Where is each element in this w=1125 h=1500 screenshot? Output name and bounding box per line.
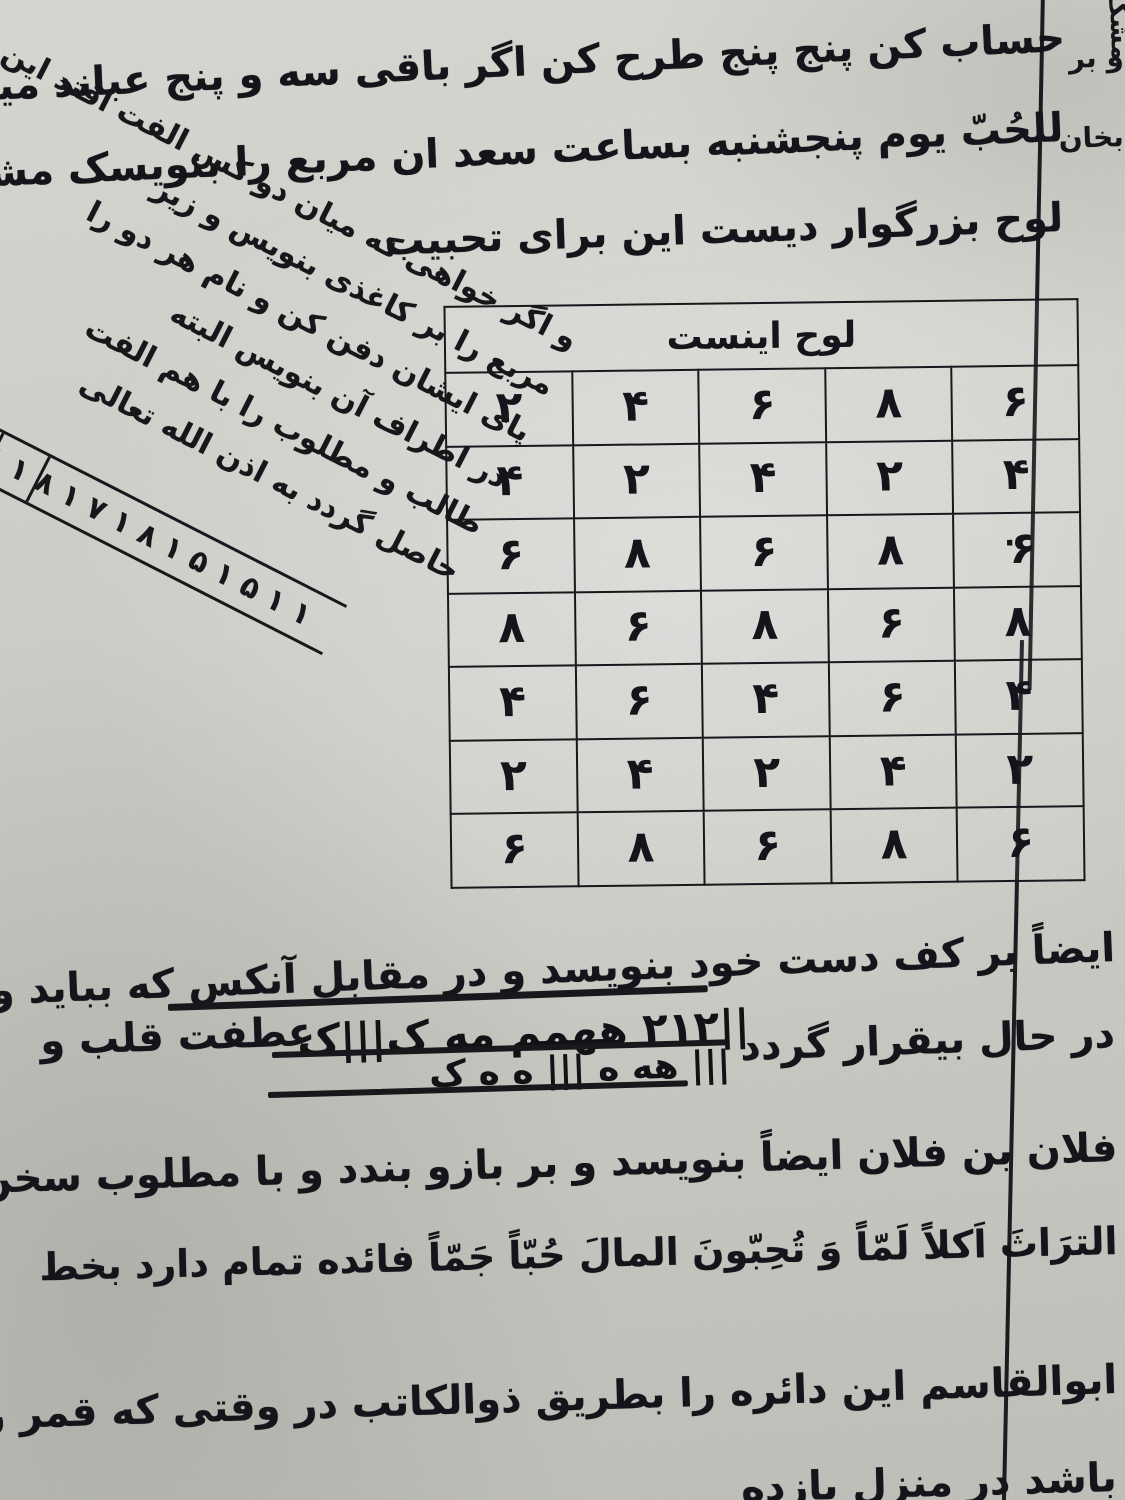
cell-r1-c2: ۴: [699, 441, 827, 517]
cell-r3-c3: ۶: [574, 590, 703, 666]
cell-r0-c0: ۶: [951, 365, 1080, 441]
cell-r3-c2: ۸: [701, 588, 829, 665]
cell-r1-c3: ۲: [572, 443, 701, 519]
cell-r4-c4: ۴: [448, 665, 577, 741]
cell-r2-c2: ۶: [700, 515, 828, 591]
table-row: ۶ ۸ ۶ ۸ ۶: [450, 806, 1085, 888]
table-row: ۴ ۶ ۴ ۶ ۴: [448, 659, 1083, 741]
cell-r6-c0: ۶: [957, 806, 1085, 882]
cell-r2-c1: ۸: [826, 513, 955, 589]
text-line-3-table-caption: لوح بزرگوار دیست این برای تحبیب: [383, 195, 1064, 265]
cell-r6-c1: ۸: [830, 808, 958, 884]
text-line-8-quran: الترَاثَ اَكلاً لَمّاً وَ تُحِبّونَ الما…: [38, 1219, 1118, 1290]
cell-r5-c0: ۲: [956, 732, 1084, 809]
table-row: ۲ ۴ ۲ ۴ ۲: [449, 732, 1084, 815]
text-line-10: باشد در منزل یازده: [740, 1455, 1118, 1500]
right-margin-note-2: بخان: [1057, 120, 1125, 156]
cell-r4-c1: ۶: [828, 660, 957, 737]
cell-r5-c4: ۲: [449, 739, 578, 815]
cell-r5-c2: ۲: [702, 736, 831, 812]
cell-r4-c0: ۴: [955, 659, 1083, 735]
cell-r2-c0: ۶: [953, 512, 1081, 588]
table-row: ۶ ۸ ۶ ۸ ۶: [447, 512, 1081, 594]
cell-r3-c1: ۶: [827, 587, 956, 663]
cell-r1-c1: ۲: [825, 440, 954, 516]
cell-r4-c2: ۴: [702, 662, 830, 738]
text-line-7: فلان بن فلان ایضاً بنویسد و بر بازو بندد…: [0, 1125, 1118, 1205]
cell-r6-c3: ۸: [577, 811, 705, 887]
cell-r5-c3: ۴: [576, 737, 704, 813]
table-row: ۸ ۶ ۸ ۶ ۸: [447, 585, 1082, 668]
cell-r0-c1: ۸: [825, 366, 953, 442]
cell-r2-c3: ۸: [573, 516, 702, 593]
cell-r6-c4: ۶: [450, 812, 579, 888]
text-line-9: ابوالقاسم این دائره را بطریق ذوالکاتب در…: [0, 1357, 1118, 1444]
cell-r4-c3: ۶: [575, 664, 703, 740]
text-line-5: در حال بیقرار گردد: [739, 1011, 1116, 1071]
cell-r5-c1: ۴: [829, 734, 958, 810]
cell-r3-c0: ۸: [954, 585, 1082, 661]
cell-r0-c3: ۴: [571, 369, 700, 445]
cell-r1-c0: ۴: [952, 438, 1081, 514]
cell-r6-c2: ۶: [703, 809, 832, 885]
cell-r0-c2: ۶: [698, 368, 826, 444]
